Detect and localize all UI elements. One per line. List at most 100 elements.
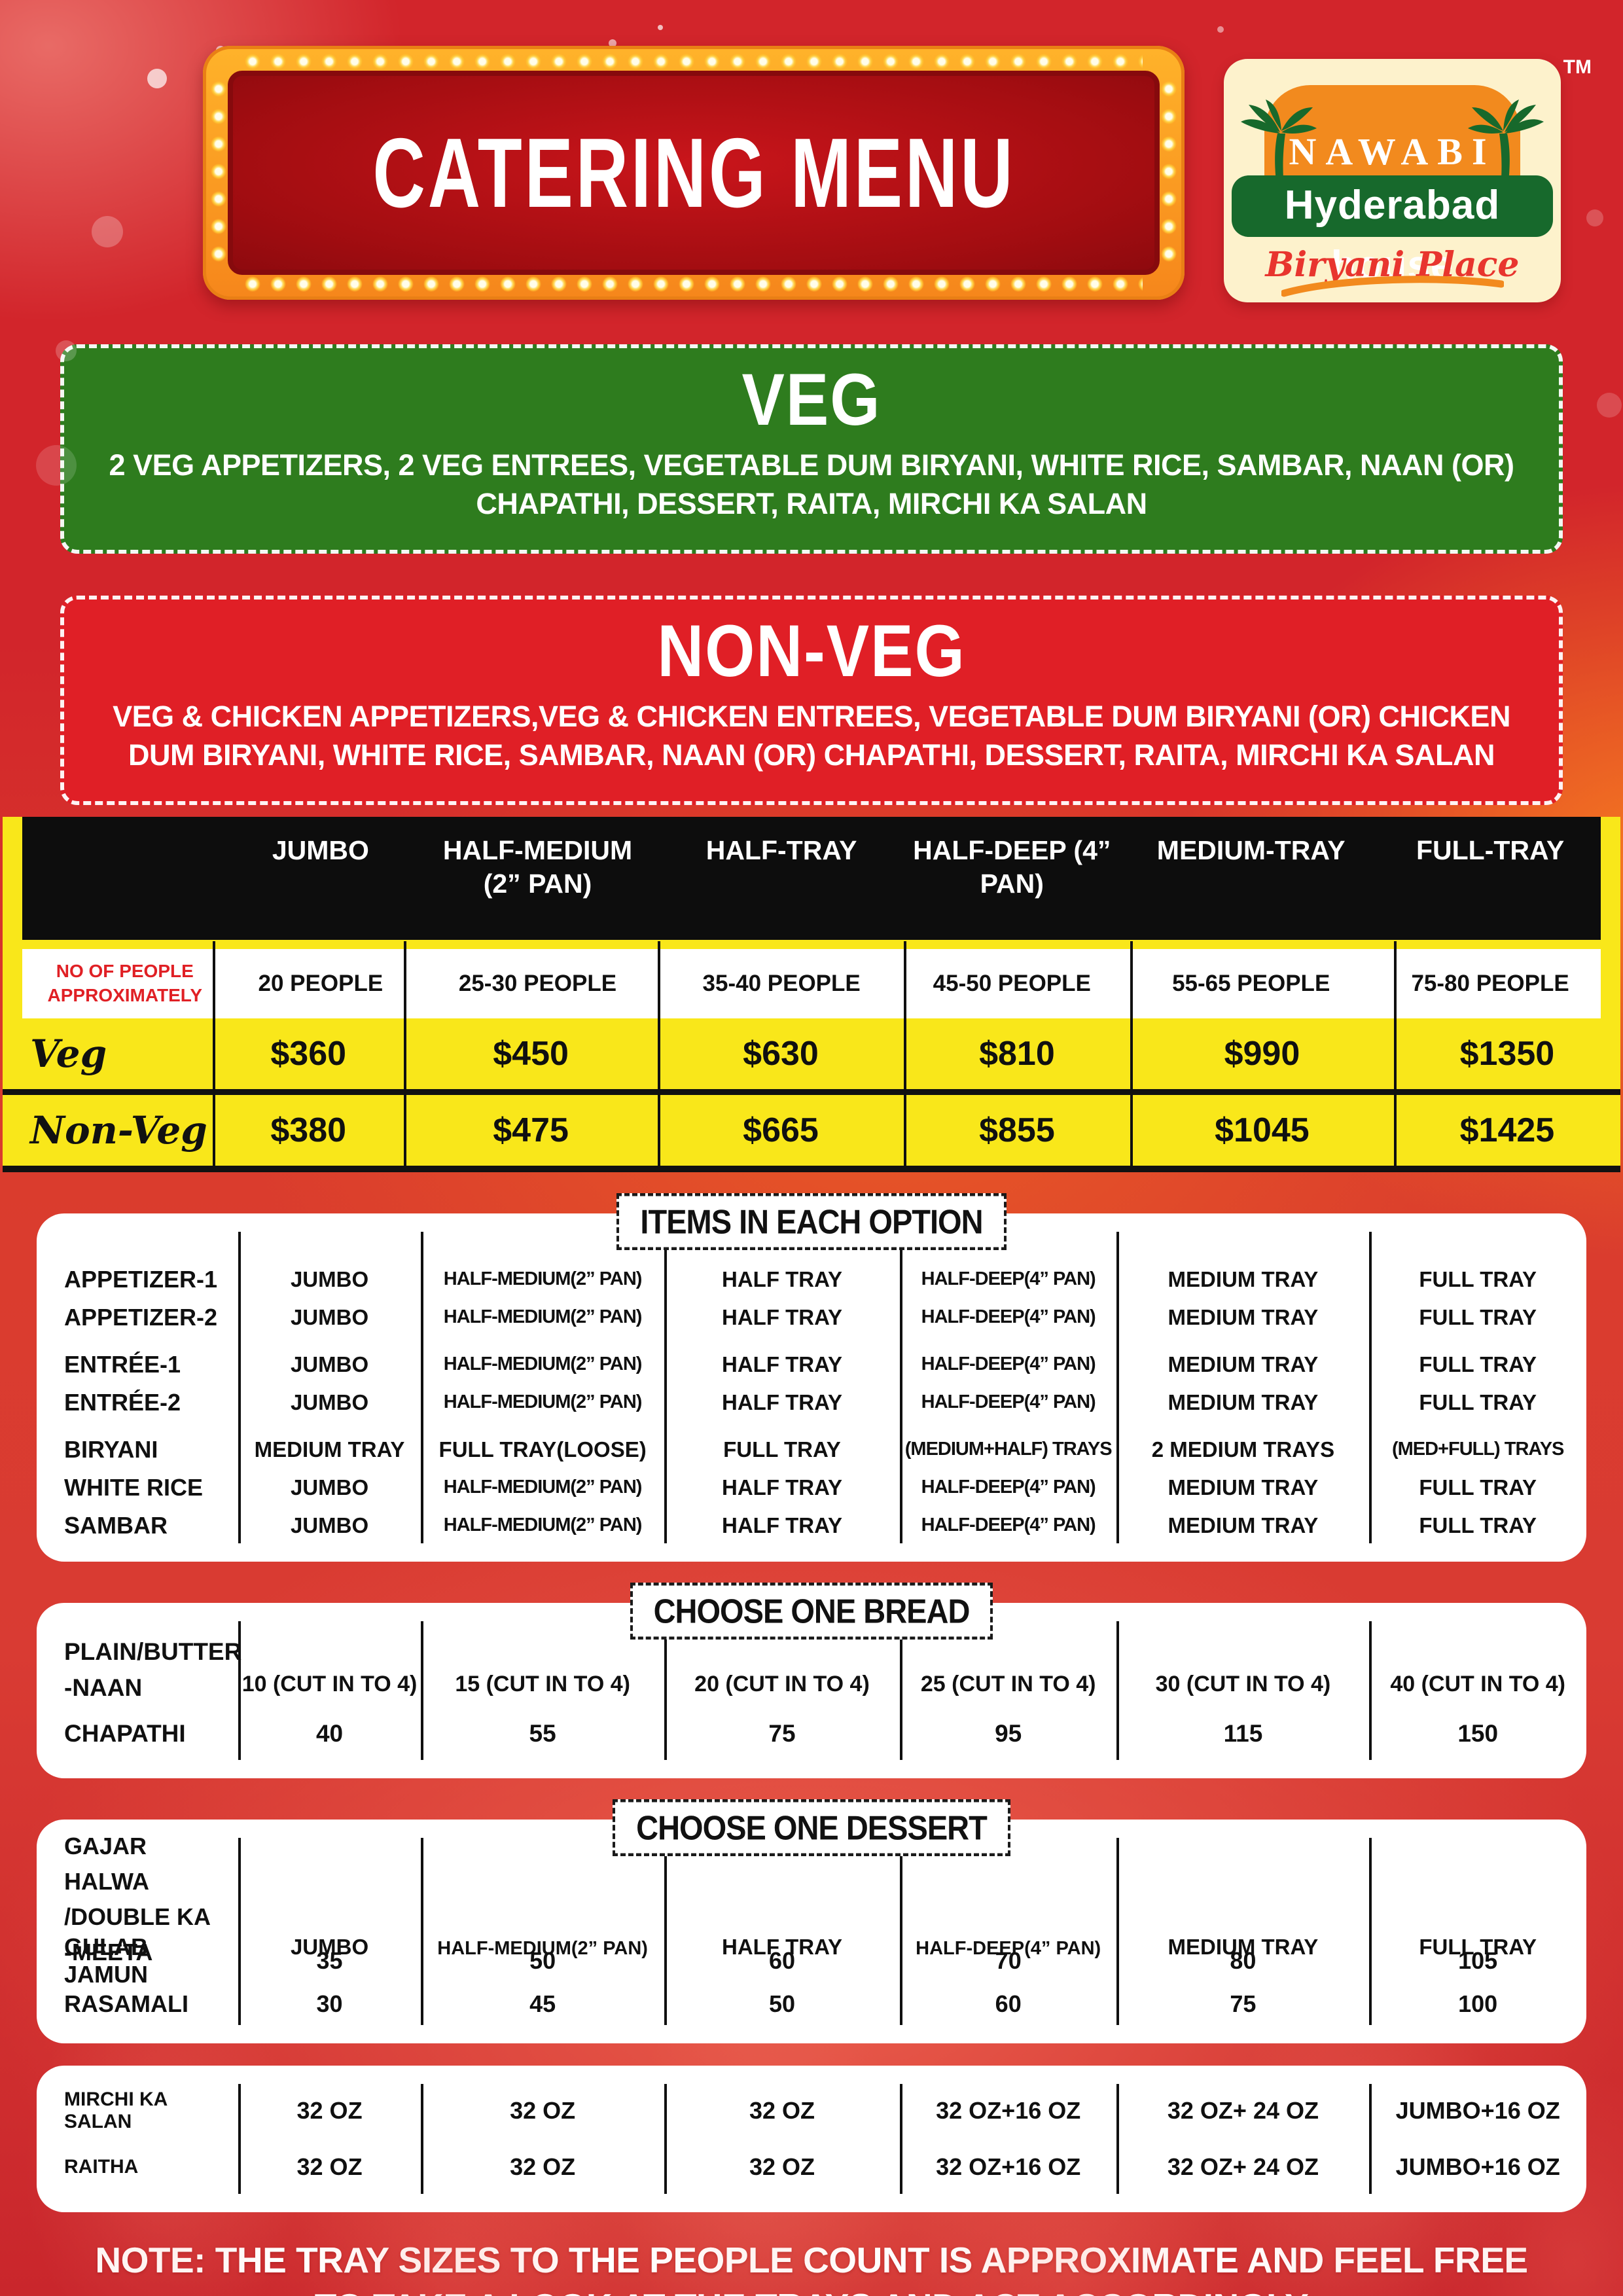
label-line: /DOUBLE KA <box>64 1903 211 1930</box>
cell: 40 <box>315 1719 344 1747</box>
people-row: NO OF PEOPLE APPROXIMATELY 20 PEOPLE 25-… <box>22 948 1601 1018</box>
cell: $810 <box>979 1034 1055 1073</box>
cell: 95 <box>995 1719 1022 1747</box>
cell: 32 OZ <box>296 2153 363 2180</box>
row-label: RAITHA <box>64 2155 139 2178</box>
table-row: ENTRÉE-1 JUMBO HALF-MEDIUM(2” PAN) HALF … <box>37 1346 1586 1384</box>
cell: HALF TRAY <box>722 1390 842 1414</box>
table-row: BIRYANI MEDIUM TRAY FULL TRAY(LOOSE) FUL… <box>37 1431 1586 1469</box>
column-divider <box>421 1231 424 1543</box>
bokeh-dot <box>36 445 77 486</box>
cell: MEDIUM TRAY <box>1168 1475 1319 1499</box>
cell: 32 OZ <box>296 2096 363 2124</box>
cell: MEDIUM TRAY <box>1168 1352 1319 1376</box>
cell: FULL TRAY <box>1419 1390 1537 1414</box>
cell: 32 OZ <box>749 2153 815 2180</box>
label-line: -NAAN <box>64 1674 143 1702</box>
veg-package-box: VEG 2 VEG APPETIZERS, 2 VEG ENTREES, VEG… <box>60 344 1563 554</box>
table-row: CHAPATHI 40 55 75 95 115 150 <box>37 1706 1586 1761</box>
column-divider <box>658 941 661 1166</box>
nonveg-price-row: Non-Veg $380 $475 $665 $855 $1045 $1425 <box>3 1095 1620 1166</box>
cell: JUMBO+16 OZ <box>1395 2153 1560 2180</box>
bokeh-dot <box>658 25 663 30</box>
people-label-line: NO OF PEOPLE <box>56 961 194 982</box>
cell: HALF TRAY <box>722 1304 842 1329</box>
column-divider <box>238 1837 241 2025</box>
table-row: ENTRÉE-2 JUMBO HALF-MEDIUM(2” PAN) HALF … <box>37 1384 1586 1422</box>
bokeh-dot <box>147 69 167 88</box>
cell: $1425 <box>1459 1111 1555 1149</box>
cell: 115 <box>1223 1719 1263 1747</box>
veg-description: 2 VEG APPETIZERS, 2 VEG ENTREES, VEGETAB… <box>109 448 1514 521</box>
row-label: ENTRÉE-1 <box>64 1350 181 1378</box>
column-header: HALF-TRAY <box>705 834 857 865</box>
people-row-label: NO OF PEOPLE APPROXIMATELY <box>22 960 228 1007</box>
cell: HALF TRAY <box>722 1352 842 1376</box>
row-label: APPETIZER-1 <box>64 1265 218 1293</box>
table-row: WHITE RICE JUMBO HALF-MEDIUM(2” PAN) HAL… <box>37 1469 1586 1507</box>
column-divider <box>404 941 407 1166</box>
column-divider <box>1393 941 1397 1166</box>
column-divider <box>213 941 216 1166</box>
row-label: RASAMALI <box>64 1990 188 2017</box>
table-row: PLAIN/BUTTER -NAAN 10 (CUT IN TO 4) 15 (… <box>37 1617 1586 1706</box>
cell: 30 (CUT IN TO 4) <box>1155 1671 1331 1696</box>
cell: JUMBO <box>290 1934 369 1959</box>
marquee-bulbs-right <box>1161 80 1177 266</box>
row-label: GULAB JAMUN <box>64 1933 149 1988</box>
bokeh-dot <box>1586 209 1603 226</box>
cell: MEDIUM TRAY <box>254 1437 405 1462</box>
cell: 75-80 PEOPLE <box>1411 970 1569 996</box>
cell: FULL TRAY <box>1419 1934 1537 1959</box>
cell: JUMBO <box>290 1304 369 1329</box>
column-header: JUMBO <box>272 834 369 865</box>
cell: HALF TRAY <box>722 1475 842 1499</box>
column-header: MEDIUM-TRAY <box>1156 834 1346 865</box>
marquee-bulbs-bottom <box>245 276 1143 292</box>
column-divider <box>421 1621 424 1760</box>
cell: 35 <box>316 1946 343 1974</box>
marquee-bulbs-top <box>245 54 1143 69</box>
column-divider <box>1116 2083 1120 2194</box>
column-divider <box>421 2083 424 2194</box>
cell: (MEDIUM+HALF) TRAYS <box>904 1439 1113 1460</box>
cell: $855 <box>979 1111 1055 1149</box>
cell: FULL TRAY <box>1419 1513 1537 1537</box>
cell: HALF TRAY <box>722 1934 842 1959</box>
table-row: RAITHA 32 OZ 32 OZ 32 OZ 32 OZ+16 OZ 32 … <box>37 2139 1586 2195</box>
cell: MEDIUM TRAY <box>1168 1513 1319 1537</box>
cell: 20 (CUT IN TO 4) <box>694 1671 870 1696</box>
cell: HALF-DEEP(4” PAN) <box>916 1937 1101 1959</box>
trademark-label: TM <box>1563 56 1592 78</box>
cell: 32 OZ+ 24 OZ <box>1167 2096 1319 2124</box>
bokeh-dot <box>609 39 616 47</box>
cell: HALF-MEDIUM(2” PAN) <box>443 1515 643 1536</box>
column-header: FULL-TRAY <box>1416 834 1565 865</box>
marquee-bulbs-left <box>211 80 226 266</box>
cell: HALF-DEEP(4” PAN) <box>921 1477 1096 1498</box>
cell: HALF-MEDIUM(2” PAN) <box>443 1477 643 1498</box>
row-label: Veg <box>30 1031 107 1076</box>
page-title: CATERING MENU <box>372 117 1016 228</box>
cell: 32 OZ <box>510 2153 576 2180</box>
row-label: BIRYANI <box>64 1435 158 1463</box>
cell: FULL TRAY <box>1419 1266 1537 1291</box>
column-divider <box>1130 941 1133 1166</box>
cell: 40 (CUT IN TO 4) <box>1390 1671 1565 1696</box>
cell: HALF-DEEP(4” PAN) <box>921 1268 1096 1290</box>
column-divider <box>899 1837 902 2025</box>
column-divider <box>899 2083 902 2194</box>
row-label: GAJAR HALWA /DOUBLE KA -MEETA <box>37 1829 238 1970</box>
column-divider <box>1369 1837 1372 2025</box>
cell: HALF TRAY <box>722 1266 842 1291</box>
column-divider <box>899 1231 902 1543</box>
cell: JUMBO <box>290 1266 369 1291</box>
cell: JUMBO <box>290 1390 369 1414</box>
cell: 75 <box>1230 1990 1257 2017</box>
swoosh-icon <box>1281 276 1504 297</box>
cell: $630 <box>743 1034 819 1073</box>
table-row: GAJAR HALWA /DOUBLE KA -MEETA JUMBO HALF… <box>37 1829 1586 1965</box>
column-divider <box>1369 1231 1372 1543</box>
nonveg-title: NON-VEG <box>657 609 966 692</box>
cell: 25-30 PEOPLE <box>458 970 617 996</box>
